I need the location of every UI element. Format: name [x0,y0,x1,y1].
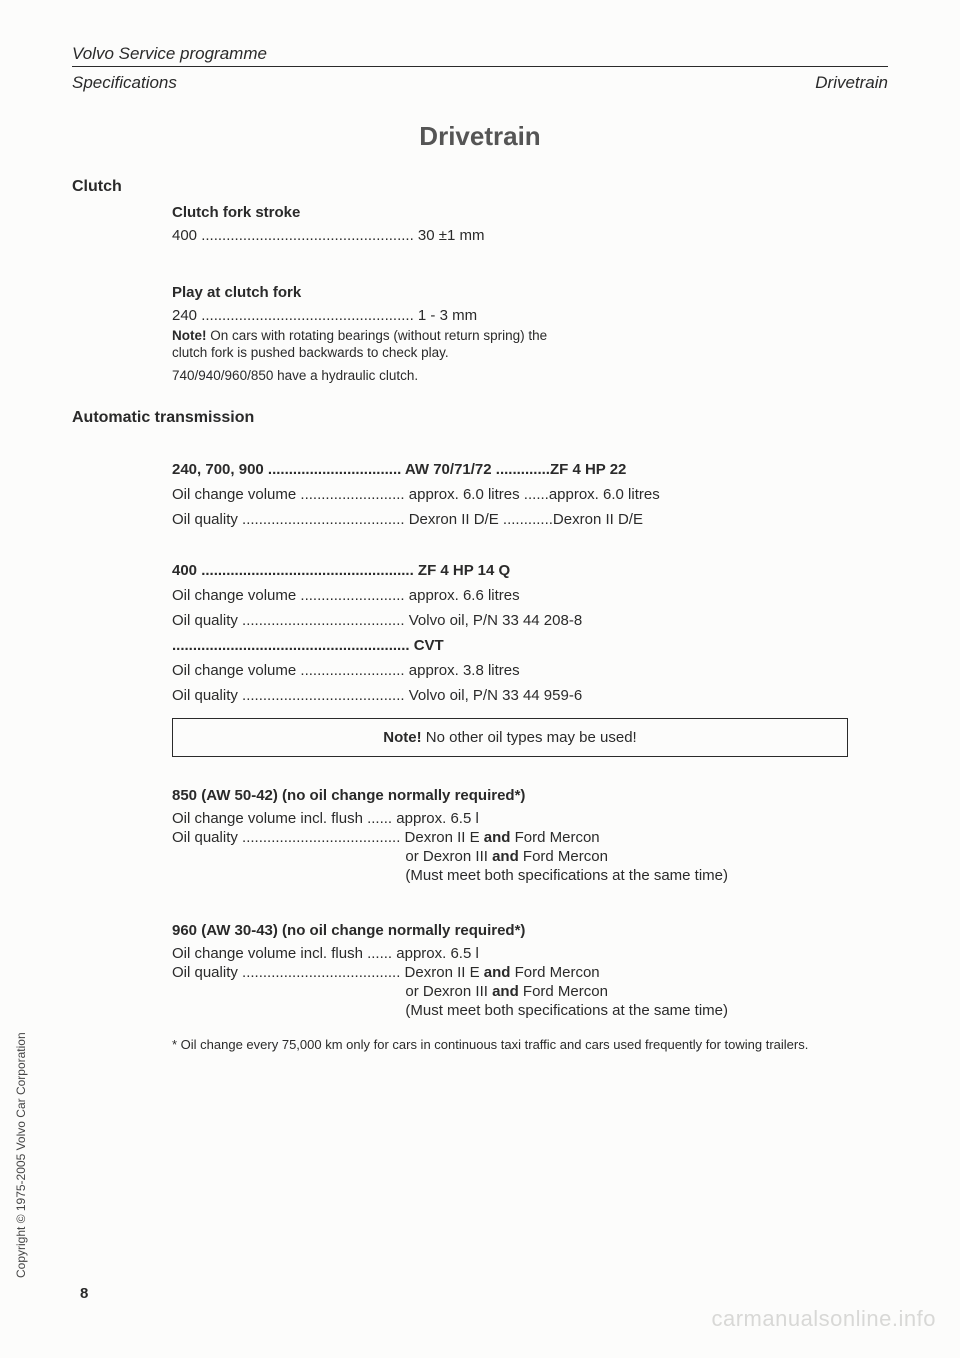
clutch-block: Clutch fork stroke 400 .................… [172,204,848,383]
auto-b2-r4: ........................................… [172,637,848,654]
auto-b4-r3: or Dexron III and Ford Mercon [172,983,848,1000]
note-box: Note! No other oil types may be used! [172,718,848,757]
notebox-text: No other oil types may be used! [422,729,637,746]
auto-heading: Automatic transmission [72,409,888,427]
auto-b3-r2: Oil quality ............................… [172,829,848,846]
auto-b2-r1: 400 ....................................… [172,562,848,579]
copyright-text: Copyright © 1975-2005 Volvo Car Corporat… [14,1032,28,1278]
t: Ford Mercon [510,829,599,846]
auto-b2-r6: Oil quality ............................… [172,687,848,704]
auto-b2-r2: Oil change volume ......................… [172,587,848,604]
auto-block: 240, 700, 900 ..........................… [172,435,848,1052]
auto-b1-r3: Oil quality ............................… [172,511,848,528]
clutch-play-row: 240 ....................................… [172,307,848,324]
clutch-play-note3: 740/940/960/850 have a hydraulic clutch. [172,368,848,383]
t: Ford Mercon [510,964,599,981]
header-programme: Volvo Service programme [72,44,888,67]
auto-b3-r1: Oil change volume incl. flush ...... app… [172,810,848,827]
auto-b2-r4-text: ........................................… [172,637,444,654]
clutch-fork-stroke-label: Clutch fork stroke [172,204,848,221]
note-prefix: Note! [172,328,207,343]
t: Ford Mercon [519,983,608,1000]
page-number: 8 [80,1285,88,1302]
auto-b1-r1: 240, 700, 900 ..........................… [172,461,848,478]
auto-b1-r2: Oil change volume ......................… [172,486,848,503]
header-right: Drivetrain [815,73,888,93]
auto-b4-r2: Oil quality ............................… [172,964,848,981]
auto-b1-r1-text: 240, 700, 900 ..........................… [172,461,626,478]
auto-b4-r4: (Must meet both specifications at the sa… [172,1002,848,1019]
auto-b3-r4: (Must meet both specifications at the sa… [172,867,848,884]
t: or Dexron III [172,983,492,1000]
page-title: Drivetrain [72,121,888,152]
header-row: Specifications Drivetrain [72,73,888,93]
header-left: Specifications [72,73,177,93]
clutch-fork-stroke-row: 400 ....................................… [172,227,848,244]
t: Ford Mercon [519,848,608,865]
auto-b4-head: 960 (AW 30-43) (no oil change normally r… [172,922,848,939]
t: and [484,964,511,981]
t: Oil quality ............................… [172,829,484,846]
t: Oil quality ............................… [172,964,484,981]
clutch-play-note1: Note! On cars with rotating bearings (wi… [172,328,848,343]
auto-b2-r3: Oil quality ............................… [172,612,848,629]
auto-b4-r1: Oil change volume incl. flush ...... app… [172,945,848,962]
t: and [484,829,511,846]
page-content: Volvo Service programme Specifications D… [0,0,960,1052]
t: and [492,983,519,1000]
notebox-prefix: Note! [383,729,421,746]
clutch-heading: Clutch [72,178,888,196]
footnote: * Oil change every 75,000 km only for ca… [172,1037,848,1052]
clutch-play-label: Play at clutch fork [172,284,848,301]
auto-b3-r3: or Dexron III and Ford Mercon [172,848,848,865]
t: or Dexron III [172,848,492,865]
auto-b3-head: 850 (AW 50-42) (no oil change normally r… [172,787,848,804]
auto-b2-r1-text: 400 ....................................… [172,562,510,579]
clutch-play-note2: clutch fork is pushed backwards to check… [172,345,848,360]
watermark: carmanualsonline.info [711,1306,936,1332]
auto-b2-r5: Oil change volume ......................… [172,662,848,679]
t: and [492,848,519,865]
note-text-1: On cars with rotating bearings (without … [207,328,548,343]
